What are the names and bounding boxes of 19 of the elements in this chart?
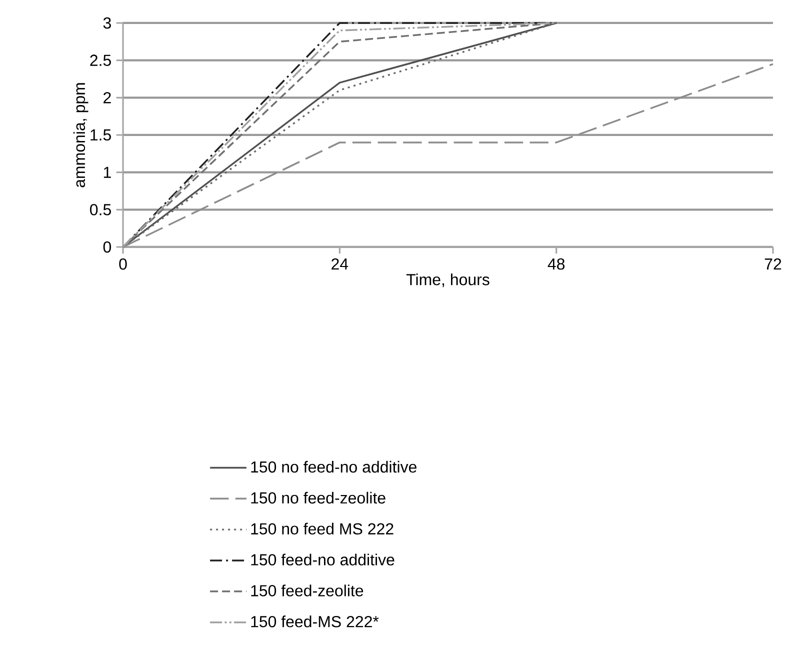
legend-label: 150 feed-no additive (251, 554, 394, 566)
y-tick-label: 2.5 (90, 54, 111, 66)
y-tick-label: 1.5 (90, 129, 111, 141)
y-axis-title: ammonia, ppm (73, 83, 88, 188)
legend-label: 150 feed-MS 222* (251, 616, 379, 628)
y-tick-label: 0 (103, 241, 112, 253)
legend-label: 150 no feed MS 222 (251, 522, 394, 535)
legend-label: 150 no feed-no additive (251, 460, 416, 473)
legend-label: 150 no feed-zeolite (251, 492, 386, 504)
y-tick-label: 2 (104, 92, 111, 104)
x-tick-label: 24 (332, 258, 348, 270)
x-axis-title: Time, hours (406, 274, 490, 288)
y-tick-label: 3 (103, 17, 111, 29)
y-tick-label: 1 (104, 166, 111, 178)
x-tick-label: 48 (548, 258, 565, 270)
x-tick-label: 72 (764, 258, 782, 270)
x-tick-label: 0 (119, 258, 127, 270)
y-tick-label: 0.5 (90, 204, 111, 216)
legend-label: 150 feed-zeolite (251, 584, 364, 596)
